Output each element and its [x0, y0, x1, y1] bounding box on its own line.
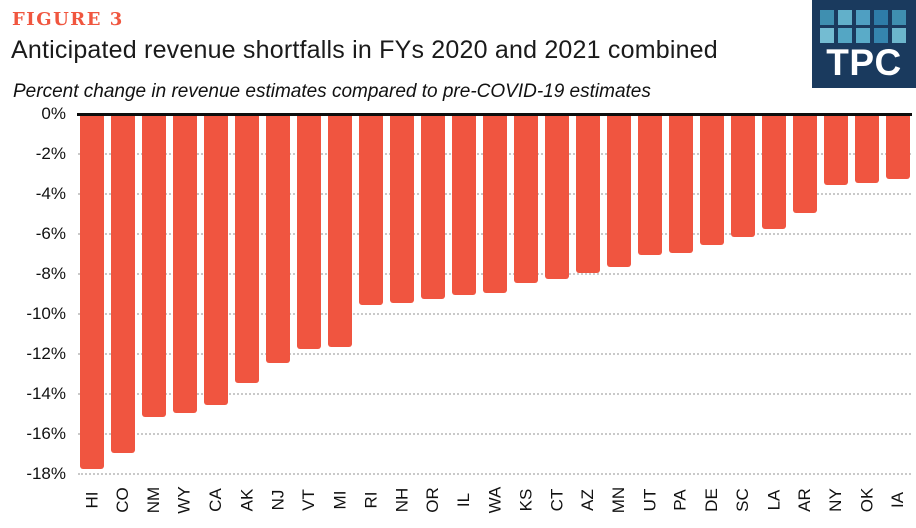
bar-IL: [452, 115, 476, 295]
y-axis-tick-label: -14%: [26, 384, 66, 403]
logo-square: [838, 28, 852, 43]
bar-WY: [173, 115, 197, 413]
x-axis-tick-label: IA: [888, 491, 907, 509]
y-axis-tick-label: 0%: [41, 104, 66, 123]
bar-OR: [421, 115, 445, 299]
bar-VT: [297, 115, 321, 349]
logo-square: [856, 10, 870, 25]
figure-label: FIGURE 3: [12, 9, 124, 30]
gridline: [78, 473, 911, 475]
bar-NY: [824, 115, 848, 185]
bar-CA: [204, 115, 228, 405]
bar-OK: [855, 115, 879, 183]
bar-NH: [390, 115, 414, 303]
bar-NJ: [266, 115, 290, 363]
y-axis-tick-label: -16%: [26, 424, 66, 443]
gridline: [78, 433, 911, 435]
bar-DE: [700, 115, 724, 245]
bar-PA: [669, 115, 693, 253]
bar-AR: [793, 115, 817, 213]
gridline: [78, 393, 911, 395]
bar-MN: [607, 115, 631, 267]
bar-LA: [762, 115, 786, 229]
logo-square: [856, 28, 870, 43]
y-axis-tick-label: -6%: [35, 224, 66, 243]
bar-UT: [638, 115, 662, 255]
bar-NM: [142, 115, 166, 417]
tpc-logo: TPC: [812, 0, 916, 88]
bar-CO: [111, 115, 135, 453]
chart-title: Anticipated revenue shortfalls in FYs 20…: [11, 36, 718, 64]
bar-HI: [80, 115, 104, 469]
bar-RI: [359, 115, 383, 305]
y-axis-tick-label: -18%: [26, 464, 66, 483]
bar-CT: [545, 115, 569, 279]
logo-square: [820, 10, 834, 25]
logo-square: [838, 10, 852, 25]
logo-square: [892, 28, 906, 43]
bar-AK: [235, 115, 259, 383]
y-axis-tick-label: -4%: [35, 184, 66, 203]
logo-square: [820, 28, 834, 43]
bar-MI: [328, 115, 352, 347]
logo-text: TPC: [826, 42, 902, 83]
logo-square: [892, 10, 906, 25]
y-axis-tick-label: -8%: [35, 264, 66, 283]
bar-SC: [731, 115, 755, 237]
bar-IA: [886, 115, 910, 179]
gridline: [78, 353, 911, 355]
zero-axis-line: [77, 113, 912, 116]
logo-square: [874, 28, 888, 43]
bar-KS: [514, 115, 538, 283]
bar-AZ: [576, 115, 600, 273]
bar-WA: [483, 115, 507, 293]
y-axis-tick-label: -2%: [35, 144, 66, 163]
logo-squares-grid: [820, 10, 908, 43]
gridline: [78, 313, 911, 315]
y-axis-tick-label: -12%: [26, 344, 66, 363]
y-axis-tick-label: -10%: [26, 304, 66, 323]
chart-subtitle: Percent change in revenue estimates comp…: [13, 81, 651, 102]
logo-square: [874, 10, 888, 25]
